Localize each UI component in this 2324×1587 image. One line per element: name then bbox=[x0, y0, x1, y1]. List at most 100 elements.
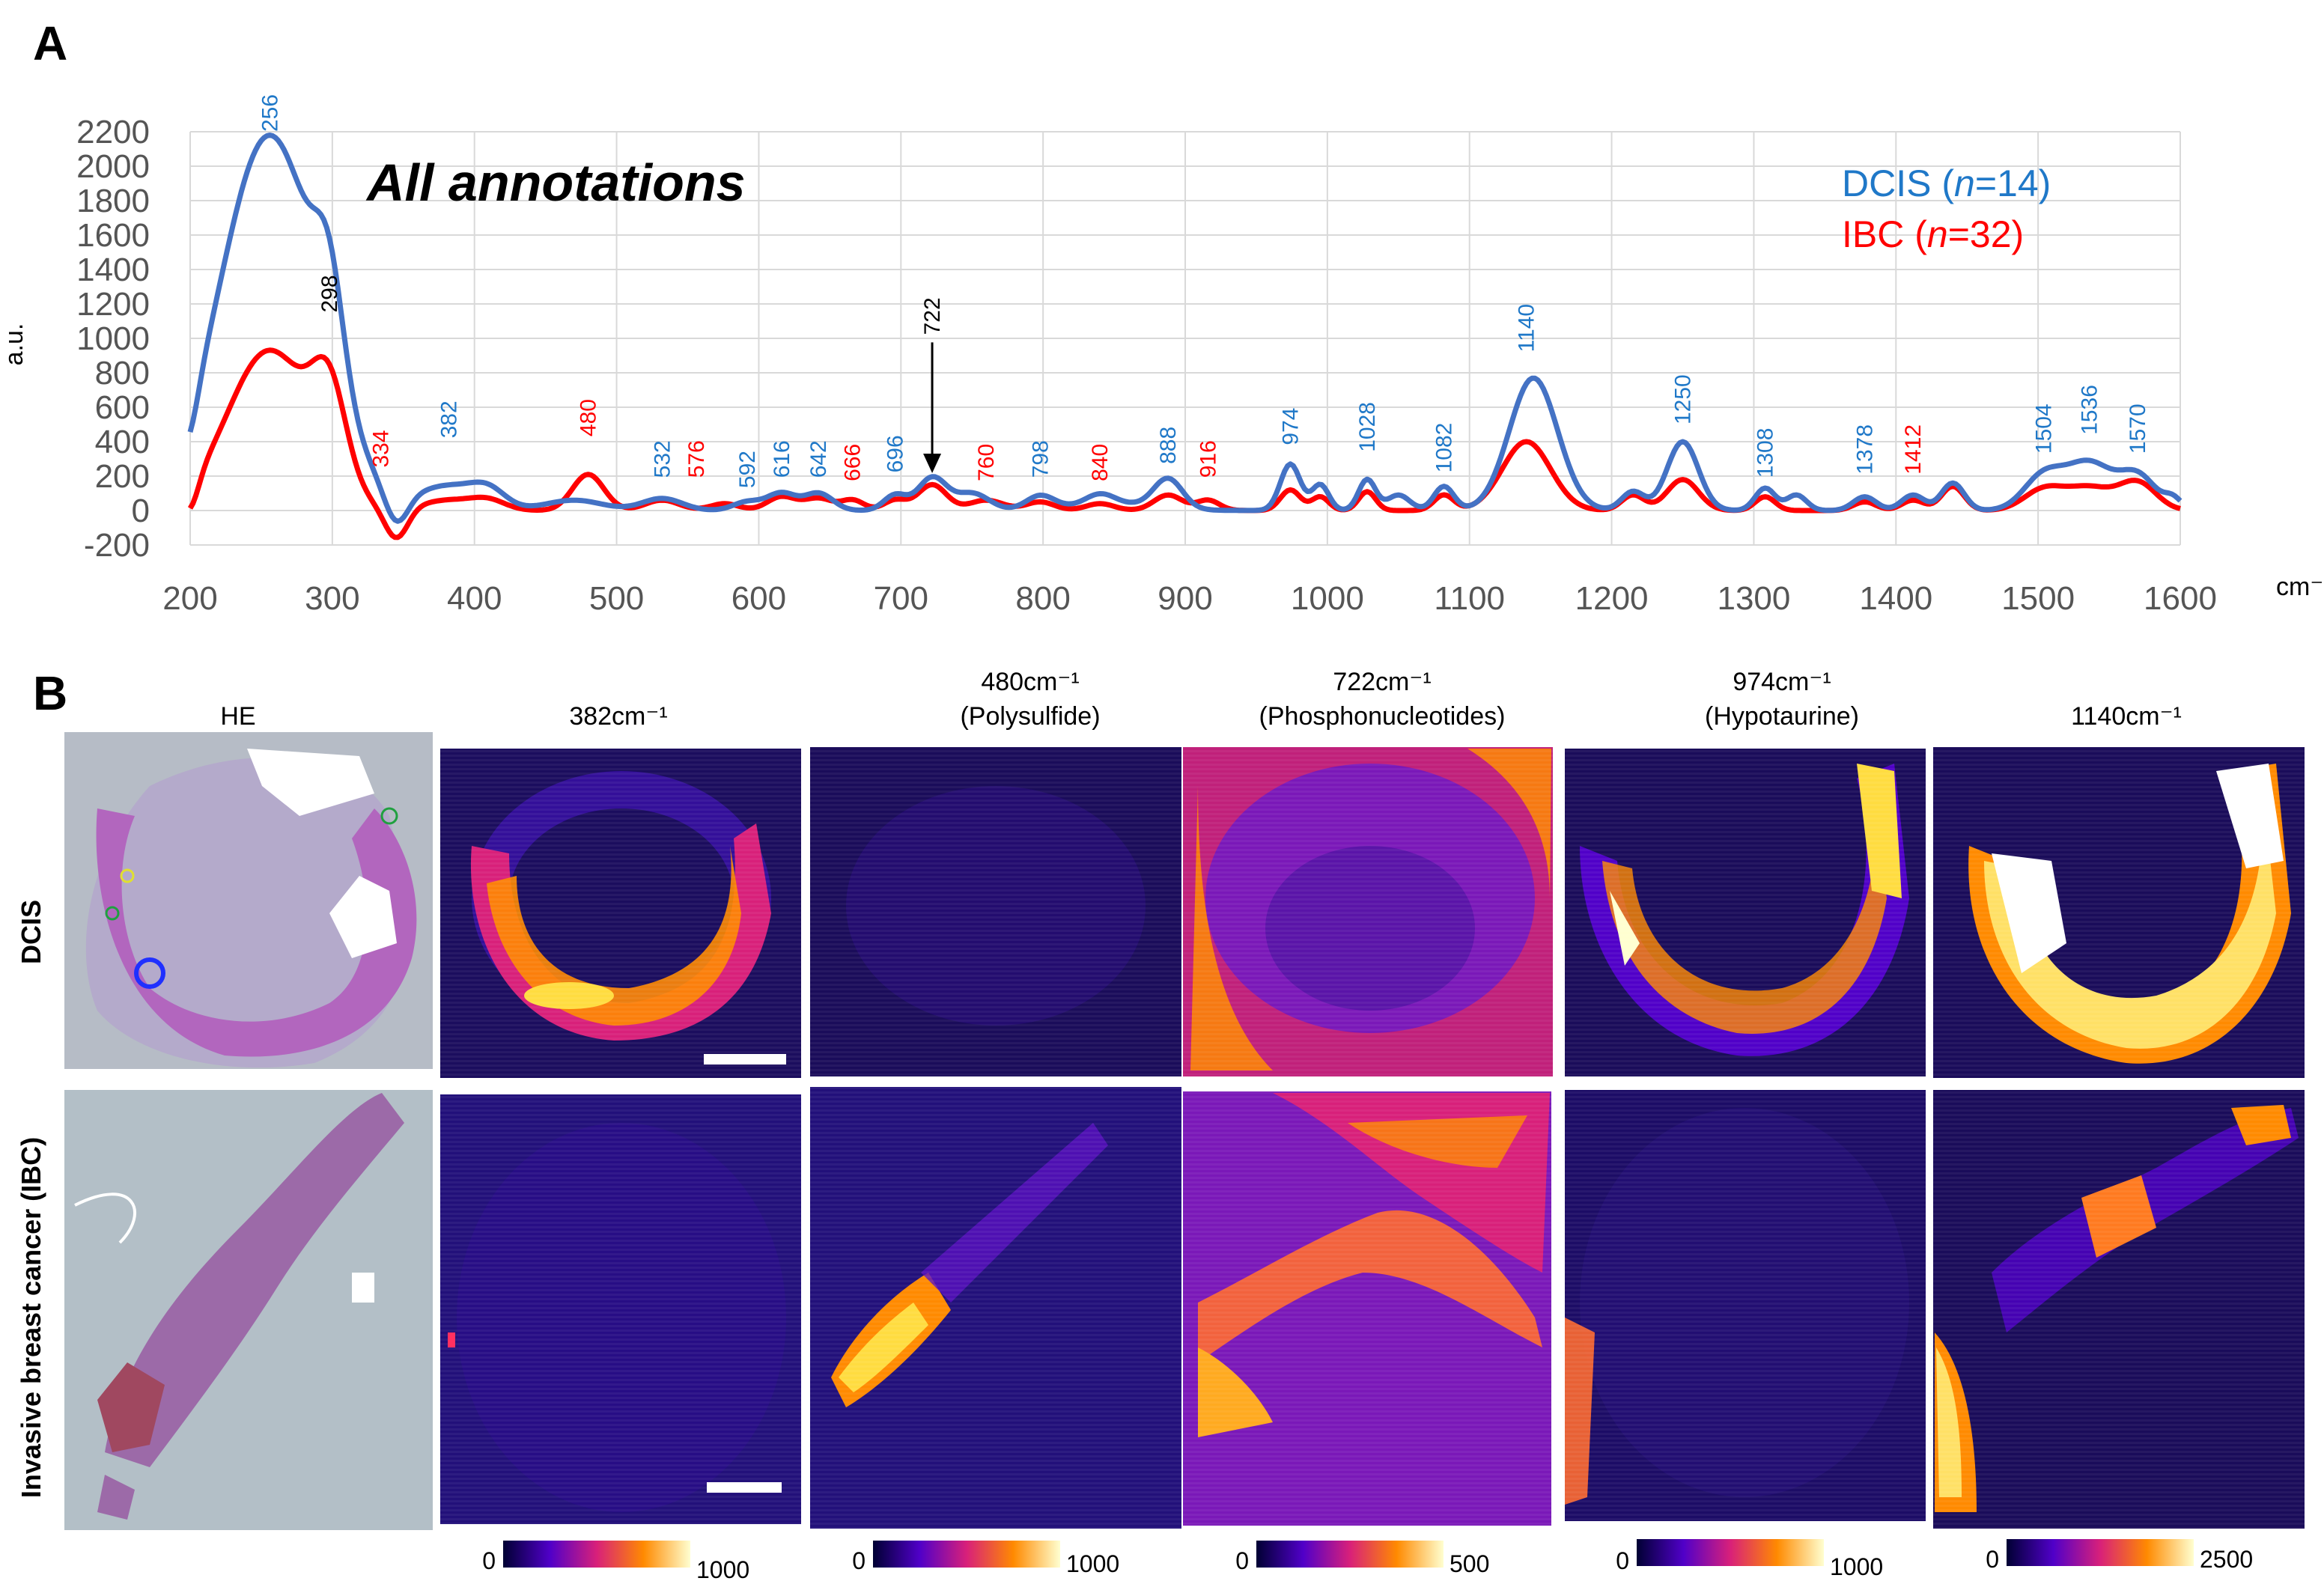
colorbar-1140-min: 0 bbox=[1986, 1546, 1999, 1573]
peak-label: 696 bbox=[883, 435, 908, 472]
colorbar-1140-max: 2500 bbox=[2200, 1546, 2253, 1573]
x-tick-label: 1600 bbox=[2144, 580, 2217, 617]
scale-bar-dcis bbox=[704, 1054, 786, 1064]
y-tick-label: 2200 bbox=[76, 114, 150, 150]
series-line-dcis bbox=[187, 132, 2182, 524]
peak-label: 298 bbox=[317, 275, 342, 312]
peak-label: 722 bbox=[920, 297, 945, 335]
peak-annotations: 256 298 334 382 480 532 576 592 616 642 666 696 722 7… bbox=[258, 94, 2150, 488]
peak-label: 1140 bbox=[1515, 304, 1539, 353]
x-tick-label: 200 bbox=[162, 580, 217, 617]
column-title-480: 480cm⁻¹ bbox=[981, 668, 1079, 696]
colorbar-480-max: 1000 bbox=[1066, 1550, 1119, 1577]
x-tick-label: 700 bbox=[874, 580, 928, 617]
y-axis: -200020040060080010001200140016001800200… bbox=[76, 114, 150, 564]
peak-label: 1570 bbox=[2126, 403, 2150, 454]
panel-b-letter: B bbox=[33, 666, 67, 720]
column-title-722: 722cm⁻¹ bbox=[1333, 668, 1431, 696]
y-axis-label: a.u. bbox=[0, 323, 28, 366]
x-tick-label: 1100 bbox=[1434, 580, 1505, 617]
peak-label: 840 bbox=[1088, 444, 1113, 481]
x-tick-label: 800 bbox=[1015, 580, 1070, 617]
legend-ibc: IBC (n=32) bbox=[1842, 213, 2024, 255]
y-tick-label: 1400 bbox=[76, 252, 150, 288]
peak-label: 532 bbox=[650, 440, 675, 478]
column-subtitle-722: (Phosphonucleotides) bbox=[1259, 702, 1506, 731]
y-tick-label: 0 bbox=[132, 493, 150, 529]
raman-map-1140-ibc bbox=[1933, 1090, 2305, 1529]
peak-label: 916 bbox=[1196, 440, 1220, 478]
legend-dcis: DCIS (n=14) bbox=[1842, 162, 2051, 204]
colorbar-480: 0 1000 bbox=[852, 1541, 1119, 1577]
peak-label: 1378 bbox=[1853, 424, 1878, 475]
x-axis-unit: cm⁻¹ bbox=[2276, 573, 2324, 601]
column-subtitle-480: (Polysulfide) bbox=[960, 702, 1100, 731]
y-tick-label: 2000 bbox=[76, 148, 150, 185]
peak-label: 616 bbox=[770, 440, 794, 478]
legend-dcis-name: DCIS bbox=[1842, 162, 1931, 204]
raman-map-480-ibc bbox=[810, 1087, 1181, 1529]
y-tick-label: 200 bbox=[95, 458, 150, 495]
y-tick-label: 1600 bbox=[76, 217, 150, 254]
y-tick-label: 1800 bbox=[76, 183, 150, 219]
colorbar-974-min: 0 bbox=[1616, 1547, 1629, 1574]
legend-dcis-count: =14 bbox=[1975, 162, 2039, 204]
column-title-974: 974cm⁻¹ bbox=[1733, 668, 1831, 696]
peak-label: 382 bbox=[437, 400, 462, 438]
column-title-he: HE bbox=[220, 702, 255, 731]
legend-dcis-close: ) bbox=[2039, 162, 2051, 204]
peak-label: 334 bbox=[368, 430, 393, 467]
colorbar-480-min: 0 bbox=[852, 1547, 866, 1574]
legend-ibc-count: =32 bbox=[1948, 213, 2012, 255]
peak-label: 1504 bbox=[2032, 403, 2057, 454]
x-tick-label: 1000 bbox=[1291, 580, 1364, 617]
peak-label: 1412 bbox=[1901, 424, 1926, 475]
row-label-dcis: DCIS bbox=[16, 900, 46, 964]
raman-map-382-ibc bbox=[440, 1094, 801, 1524]
colorbar-722-min: 0 bbox=[1235, 1547, 1249, 1574]
peak-label: 1028 bbox=[1355, 402, 1380, 452]
y-tick-label: 1000 bbox=[76, 320, 150, 357]
x-tick-label: 400 bbox=[447, 580, 502, 617]
x-axis: 200 300 400 500 600 700 800 900 1000 1100 1200 1300… bbox=[162, 580, 2217, 617]
he-image-dcis bbox=[64, 732, 433, 1069]
x-tick-label: 1400 bbox=[1859, 580, 1932, 617]
raman-map-722-dcis bbox=[1183, 747, 1553, 1076]
peak-label: 760 bbox=[974, 444, 999, 481]
x-tick-label: 1200 bbox=[1575, 580, 1649, 617]
legend-ibc-close: ) bbox=[2012, 213, 2025, 255]
colorbar-382: 0 1000 bbox=[482, 1541, 749, 1583]
raman-map-722-ibc bbox=[1183, 1091, 1551, 1526]
x-tick-label: 600 bbox=[731, 580, 786, 617]
y-tick-label: 600 bbox=[95, 389, 150, 426]
peak-label: 1308 bbox=[1753, 428, 1778, 478]
peak-label: 666 bbox=[841, 444, 866, 481]
spectrum-chart: -200020040060080010001200140016001800200… bbox=[76, 94, 2217, 617]
column-title-1140: 1140cm⁻¹ bbox=[2071, 702, 2182, 731]
row-label-ibc: Invasive breast cancer (IBC) bbox=[16, 1137, 46, 1498]
peak-label: 256 bbox=[258, 94, 282, 132]
y-tick-label: 400 bbox=[95, 424, 150, 460]
series-lines bbox=[187, 132, 2182, 540]
raman-map-480-dcis bbox=[810, 747, 1181, 1076]
y-tick-label: -200 bbox=[84, 527, 150, 564]
peak-label: 576 bbox=[684, 440, 709, 478]
colorbar-382-max: 1000 bbox=[696, 1556, 749, 1583]
column-title-382: 382cm⁻¹ bbox=[569, 702, 667, 731]
peak-label: 1082 bbox=[1432, 423, 1457, 473]
scale-bar-ibc bbox=[707, 1482, 782, 1493]
raman-map-1140-dcis bbox=[1933, 747, 2305, 1078]
legend-ibc-open: ( bbox=[1904, 213, 1927, 255]
colorbar-722: 0 500 bbox=[1235, 1541, 1489, 1577]
raman-map-974-dcis bbox=[1565, 749, 1926, 1076]
raman-map-974-ibc bbox=[1565, 1090, 1926, 1521]
colorbar-974-max: 1000 bbox=[1830, 1553, 1883, 1580]
y-tick-label: 800 bbox=[95, 355, 150, 392]
peak-label: 642 bbox=[806, 440, 831, 478]
chart-title: All annotations bbox=[365, 153, 746, 212]
legend-dcis-open: ( bbox=[1931, 162, 1954, 204]
colorbar-382-min: 0 bbox=[482, 1547, 496, 1574]
x-tick-label: 1300 bbox=[1717, 580, 1790, 617]
colorbar-1140: 0 2500 bbox=[1986, 1539, 2253, 1573]
